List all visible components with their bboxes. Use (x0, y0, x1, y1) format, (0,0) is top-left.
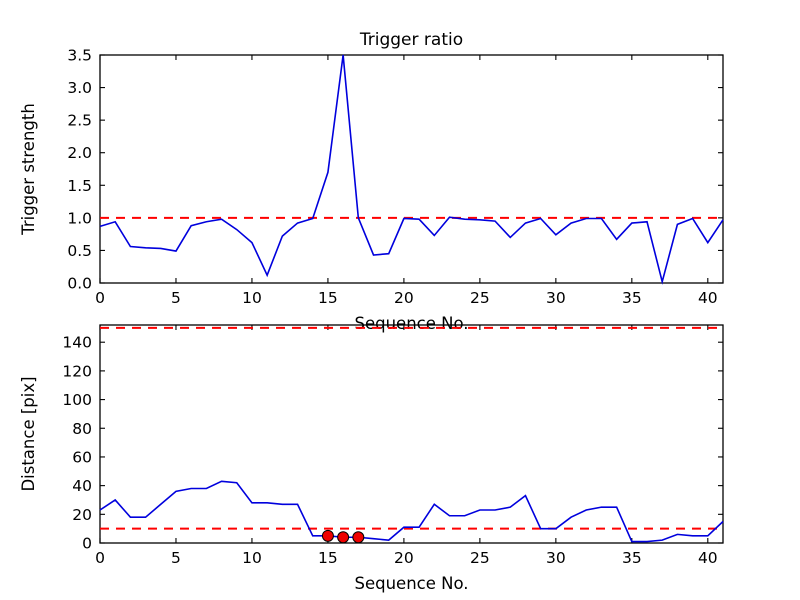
x-tick-label: 30 (546, 289, 566, 307)
x-tick-label: 0 (95, 549, 105, 567)
y-tick-label: 60 (72, 448, 92, 466)
x-tick-label: 0 (95, 289, 105, 307)
y-tick-label: 40 (72, 477, 92, 495)
x-tick-label: 25 (470, 289, 490, 307)
x-tick-label: 5 (171, 289, 181, 307)
x-tick-label: 25 (470, 549, 490, 567)
y-tick-label: 1.0 (67, 209, 92, 227)
x-tick-label: 15 (318, 289, 338, 307)
y-tick-label: 3.5 (67, 47, 92, 65)
x-tick-label: 35 (622, 549, 642, 567)
data-series-line (99, 54, 724, 285)
y-tick-label: 120 (62, 362, 92, 380)
plot-frame (99, 324, 724, 544)
x-tick-label: 35 (622, 289, 642, 307)
x-tick-label: 30 (546, 549, 566, 567)
flagged-point-marker (321, 529, 334, 542)
x-tick-label: 10 (242, 549, 262, 567)
axes-panel-distance: 0 5 10 15 20 25 30 35 40 0 20 40 60 80 100 120 140 Distan… (19, 324, 724, 593)
y-tick-label: 100 (62, 391, 92, 409)
y-tick-label: 2.5 (67, 112, 92, 130)
data-series-line (99, 480, 724, 543)
y-tick-label: 0 (82, 535, 92, 553)
chart-title: Trigger ratio (359, 30, 463, 50)
x-axis-label: Sequence No. (354, 314, 468, 333)
flagged-point-marker (337, 531, 350, 544)
x-tick-label: 5 (171, 549, 181, 567)
y-tick-label: 1.5 (67, 177, 92, 195)
axes-panel-trigger-ratio: 0 5 10 15 20 25 30 35 40 0.0 0.5 1.0 1.5 2.0 2.5 3.0 3.5… (19, 30, 724, 333)
y-axis-label: Distance [pix] (19, 376, 38, 491)
y-tick-label: 20 (72, 506, 92, 524)
y-tick-label: 2.0 (67, 144, 92, 162)
flagged-point-marker (352, 531, 365, 544)
y-tick-label: 0.0 (67, 275, 92, 293)
x-axis-label: Sequence No. (354, 574, 468, 593)
x-tick-label: 40 (698, 289, 718, 307)
x-tick-label: 20 (394, 289, 414, 307)
plot-frame (99, 54, 724, 284)
y-axis-label: Trigger strength (19, 103, 38, 236)
x-tick-label: 40 (698, 549, 718, 567)
y-tick-label: 80 (72, 420, 92, 438)
y-tick-label: 0.5 (67, 242, 92, 260)
y-tick-label: 3.0 (67, 79, 92, 97)
x-tick-label: 15 (318, 549, 338, 567)
x-tick-label: 20 (394, 549, 414, 567)
y-tick-label: 140 (62, 334, 92, 352)
x-tick-label: 10 (242, 289, 262, 307)
